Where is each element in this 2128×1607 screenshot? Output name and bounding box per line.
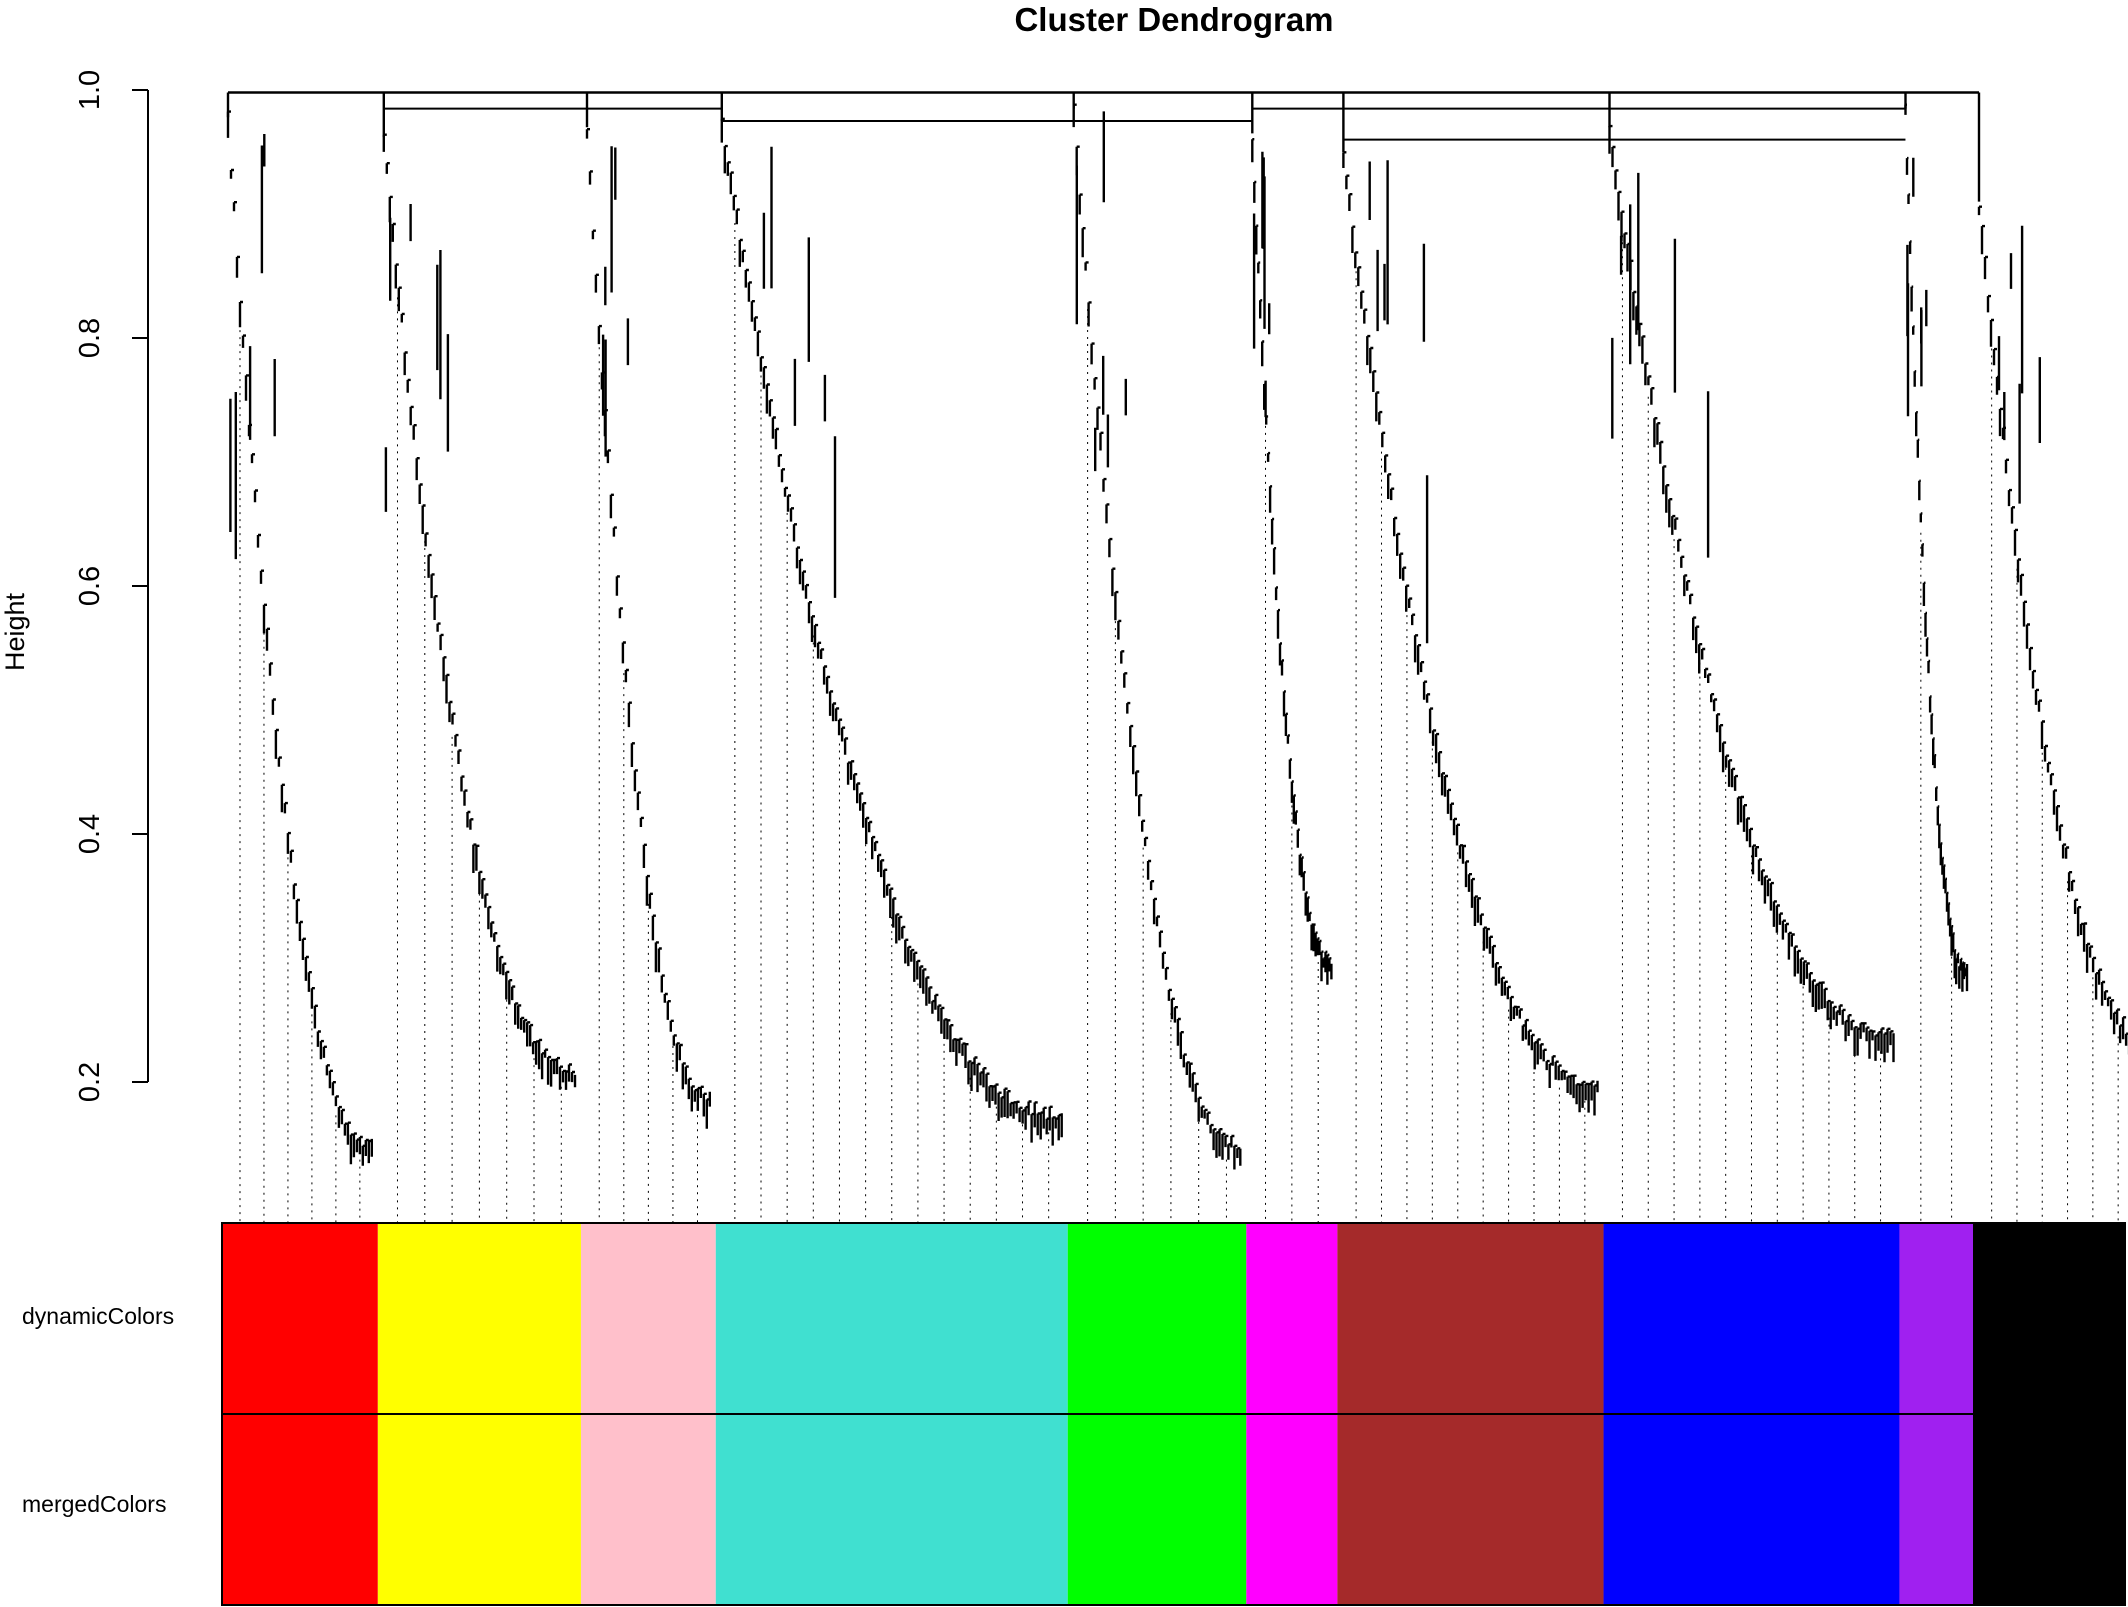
module-bar-black: [1973, 1223, 2125, 1605]
module-branch-red: [226, 110, 373, 1166]
module-branch-green: [1072, 103, 1242, 1170]
y-axis-label: Height: [0, 592, 30, 671]
y-tick-label: 0.4: [74, 814, 106, 854]
color-row-label-merged: mergedColors: [22, 1491, 166, 1517]
y-axis-ticks: 0.2 0.4 0.6 0.8 1.0: [74, 70, 148, 1102]
color-row-label-dynamic: dynamicColors: [22, 1303, 174, 1329]
module-branch-magenta: [1251, 138, 1333, 985]
module-branch-yellow: [382, 133, 577, 1090]
y-tick-label: 0.2: [74, 1062, 106, 1102]
module-branch-black: [1977, 205, 2128, 1055]
dendrogram-tree: [226, 91, 2128, 1223]
module-color-bars: [221, 1222, 2126, 1606]
module-branch-purple: [1904, 103, 1969, 992]
module-branch-turquoise: [720, 117, 1063, 1146]
module-branch-brown: [1342, 151, 1599, 1116]
y-tick-label: 1.0: [74, 70, 106, 110]
module-branch-pink: [585, 127, 711, 1129]
module-branch-blue: [1608, 124, 1895, 1063]
top-merge-branches: [226, 91, 1981, 202]
y-tick-label: 0.6: [74, 566, 106, 606]
y-tick-label: 0.8: [74, 318, 106, 358]
chart-title: Cluster Dendrogram: [1014, 1, 1333, 38]
